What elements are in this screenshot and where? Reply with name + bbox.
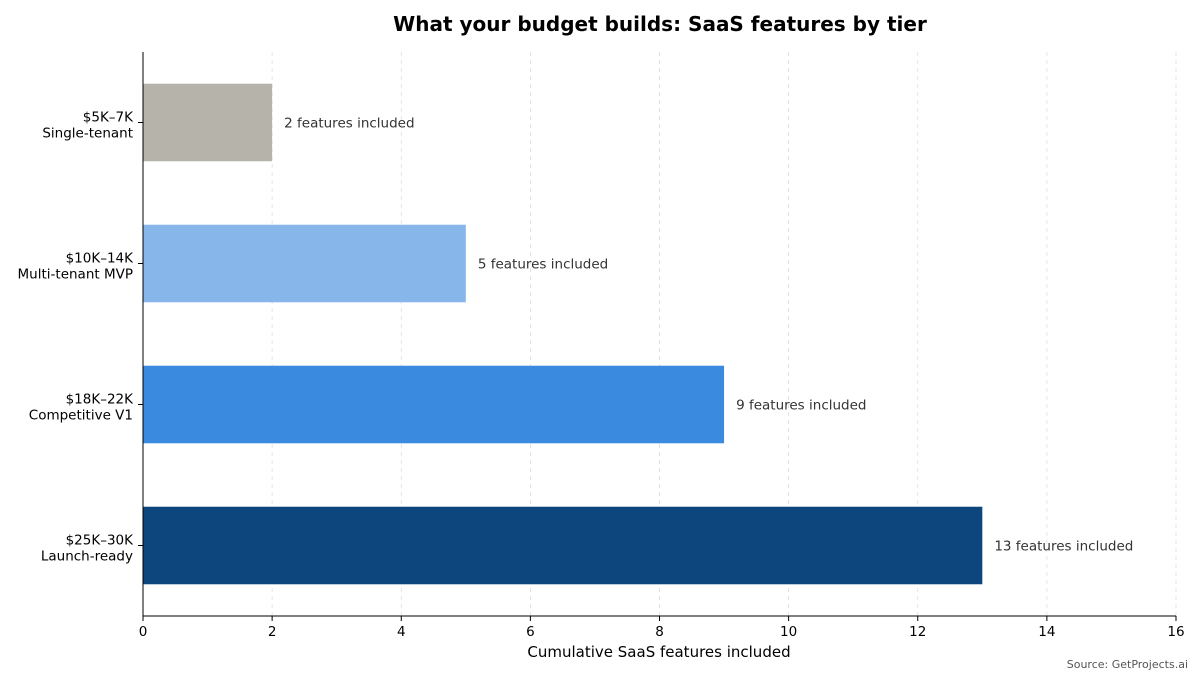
bar: [143, 224, 466, 303]
x-tick-label: 14: [1038, 624, 1055, 640]
data-label: 5 features included: [478, 257, 608, 273]
x-tick-label: 10: [780, 624, 797, 640]
x-tick-label: 6: [526, 624, 535, 640]
bar: [143, 83, 273, 162]
data-label: 9 features included: [736, 398, 866, 414]
y-category-price: $5K–7K: [83, 110, 134, 126]
source-note: Source: GetProjects.ai: [1067, 658, 1188, 671]
bar: [143, 365, 725, 444]
y-category-price: $25K–30K: [66, 533, 135, 549]
y-category-price: $18K–22K: [66, 392, 135, 408]
x-axis-label: Cumulative SaaS features included: [527, 643, 790, 661]
x-tick-label: 0: [139, 624, 148, 640]
chart-title: What your budget builds: SaaS features b…: [393, 12, 927, 36]
bars: [143, 83, 983, 585]
y-category-price: $10K–14K: [66, 251, 135, 267]
grid-lines: [271, 52, 1177, 616]
x-tick-label: 2: [268, 624, 277, 640]
bar: [143, 506, 983, 585]
data-label: 13 features included: [994, 539, 1133, 555]
x-tick-label: 12: [909, 624, 926, 640]
y-category-tier: Single-tenant: [42, 126, 133, 142]
y-category-tier: Launch-ready: [41, 549, 133, 565]
data-label: 2 features included: [284, 116, 414, 132]
x-tick-label: 16: [1167, 624, 1184, 640]
y-category-tier: Multi-tenant MVP: [18, 267, 133, 283]
data-labels: 2 features included 5 features included 9 …: [284, 116, 1133, 555]
x-tick-label: 4: [397, 624, 406, 640]
x-ticks: 0 2 4 6 8 10 12 14 16: [139, 616, 1185, 640]
y-category-tier: Competitive V1: [29, 408, 133, 424]
x-tick-label: 8: [655, 624, 664, 640]
